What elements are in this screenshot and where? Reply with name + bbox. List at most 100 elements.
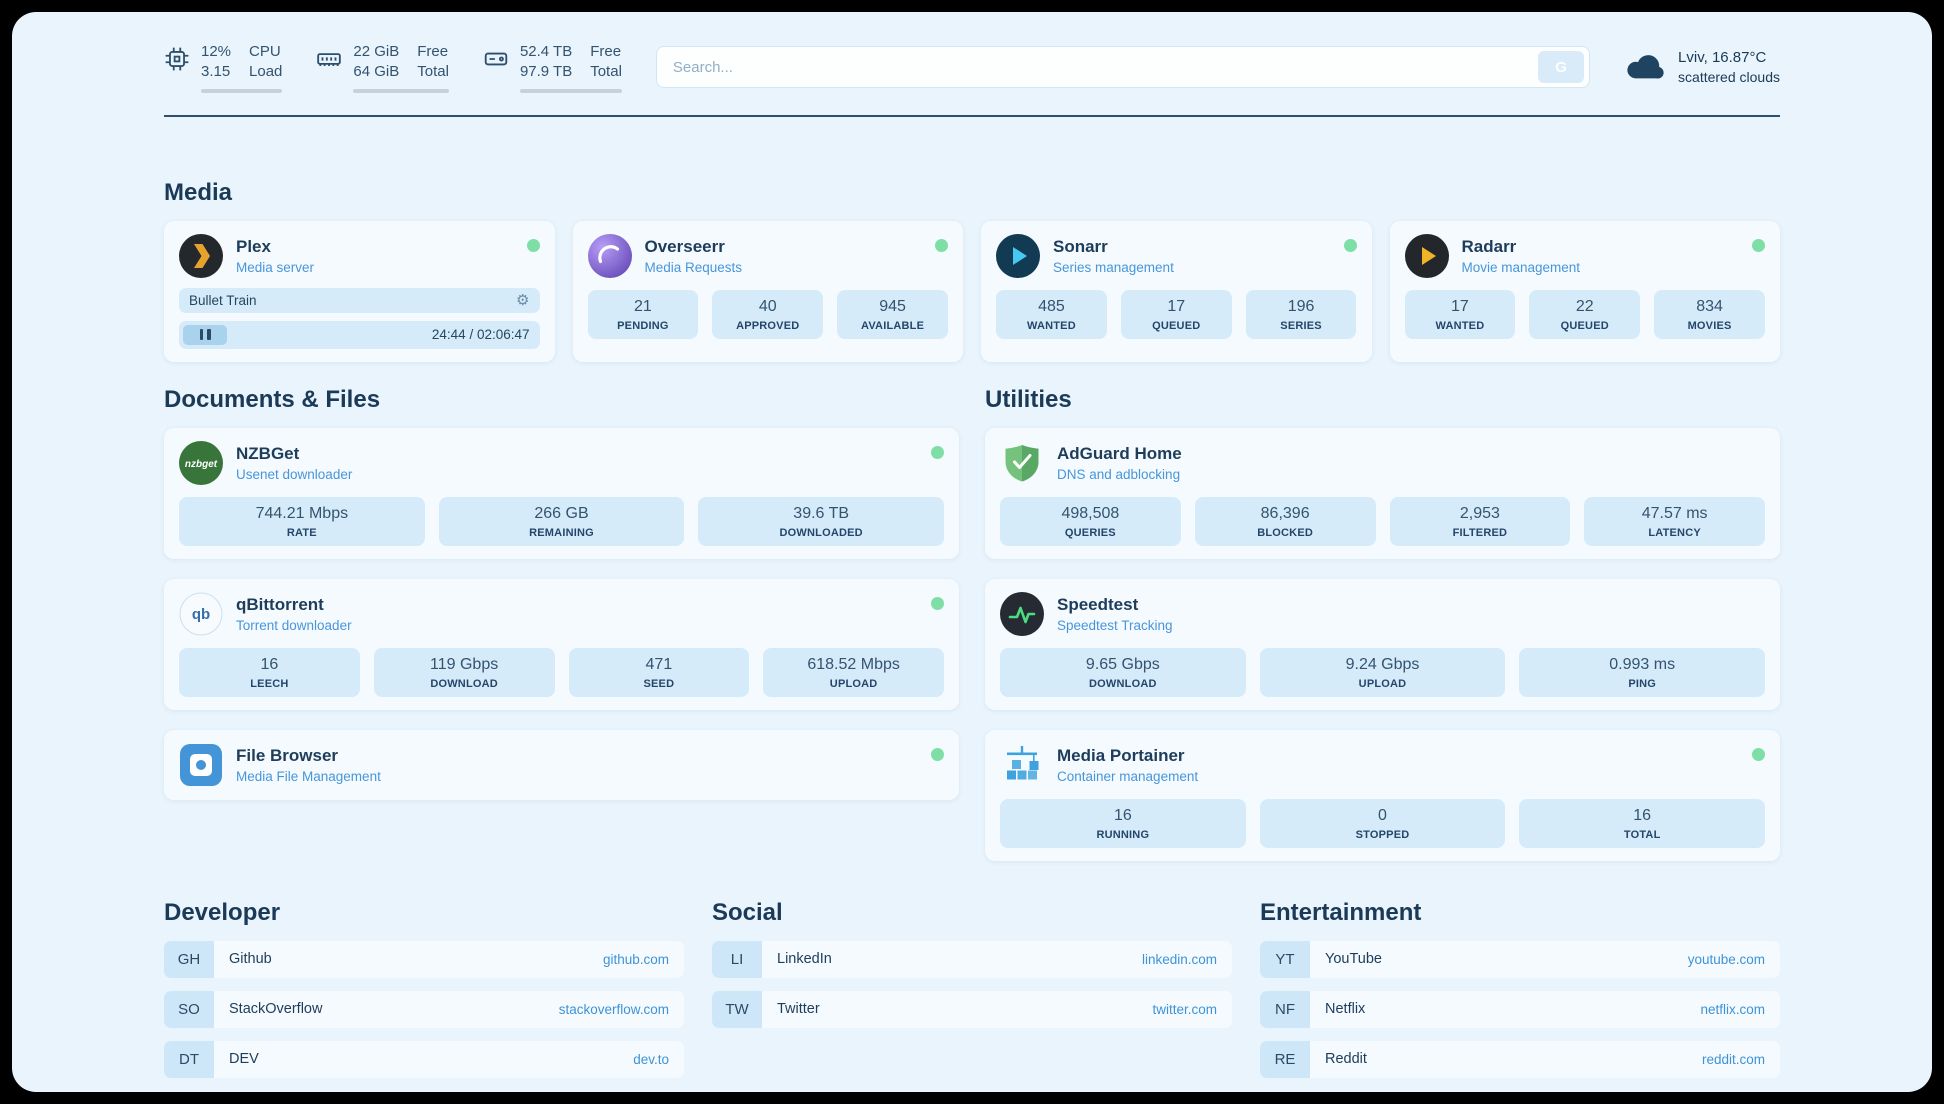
stat-box: 119 Gbps DOWNLOAD [373, 647, 555, 697]
stat-value: 471 [645, 655, 673, 673]
bookmark-name: DEV [229, 1051, 259, 1067]
stat-value: 2,953 [1459, 504, 1500, 522]
search-input[interactable] [672, 58, 1539, 76]
bookmark-abbr: GH [164, 940, 214, 978]
service-link-filebrowser[interactable]: File Browser Media File Management [179, 743, 944, 787]
status-dot [1752, 747, 1765, 761]
disk-progress-bar [519, 88, 622, 93]
pause-button[interactable] [183, 324, 227, 345]
service-name: qBittorrent [236, 594, 324, 614]
media-grid: Plex Media server Bullet Train ⚙ 24:44 /… [164, 220, 1780, 362]
bookmark-url: netflix.com [1700, 1001, 1765, 1017]
service-link-portainer[interactable]: Media Portainer Container management [1000, 743, 1765, 787]
radarr-icon [1404, 233, 1449, 278]
bookmark-url: github.com [602, 951, 669, 967]
stat-box: 17 WANTED [1404, 289, 1516, 339]
stat-label: UPLOAD [1358, 677, 1407, 690]
stat-box: 39.6 TB DOWNLOADED [698, 496, 945, 546]
stat-row: 16 RUNNING 0 STOPPED 16 TOTAL [1000, 798, 1766, 848]
service-link-radarr[interactable]: Radarr Movie management [1404, 233, 1765, 278]
service-link-qbittorrent[interactable]: qb qBittorrent Torrent downloader [179, 592, 944, 636]
filebrowser-icon [179, 743, 223, 787]
settings-gear-icon[interactable]: ⚙ [516, 291, 530, 309]
service-name: Plex [236, 236, 271, 256]
service-link-sonarr[interactable]: Sonarr Series management [996, 233, 1357, 278]
stat-box: 17 QUEUED [1120, 289, 1232, 339]
bookmark-youtube[interactable]: YT YouTube youtube.com [1260, 940, 1780, 978]
stat-value: 40 [758, 297, 777, 315]
bookmark-dev[interactable]: DT DEV dev.to [164, 1040, 684, 1078]
stat-label: DOWNLOAD [430, 677, 498, 690]
section-title-documents: Documents & Files [164, 385, 381, 413]
disk-label-2: Total [590, 63, 622, 81]
adguard-icon [1000, 441, 1044, 485]
bookmark-name: YouTube [1325, 951, 1382, 967]
bookmark-stackoverflow[interactable]: SO StackOverflow stackoverflow.com [164, 990, 684, 1028]
stat-label: PING [1628, 677, 1657, 690]
developer-column: Developer GH Github github.com SO StackO… [164, 899, 684, 1078]
stat-value: 0.993 ms [1609, 655, 1676, 673]
service-subtitle: Container management [1057, 768, 1199, 784]
service-subtitle: Media Requests [644, 259, 743, 275]
plex-icon [179, 233, 223, 278]
stat-value: 945 [879, 297, 906, 315]
disk-label-1: Free [590, 43, 622, 60]
stat-value: 266 GB [534, 504, 589, 522]
header-divider [164, 114, 1780, 117]
service-subtitle: Movie management [1461, 259, 1581, 275]
service-subtitle: Media server [236, 259, 315, 275]
documents-column: Documents & Files nzbget NZBGet Usenet d… [164, 386, 959, 861]
service-subtitle: DNS and adblocking [1057, 466, 1181, 482]
bookmark-reddit[interactable]: RE Reddit reddit.com [1260, 1040, 1780, 1078]
service-name: Overseerr [644, 236, 725, 256]
stat-value: 16 [1113, 806, 1132, 824]
bookmark-url: linkedin.com [1141, 951, 1217, 967]
service-link-plex[interactable]: Plex Media server [179, 233, 540, 278]
disk-widget: 52.4 TB Free 97.9 TB Total [483, 42, 622, 93]
playback-progress-bar[interactable]: 24:44 / 02:06:47 [179, 320, 540, 349]
stat-box: 86,396 BLOCKED [1194, 496, 1376, 546]
stat-label: RUNNING [1096, 828, 1150, 841]
stat-row: 485 WANTED 17 QUEUED 196 SERIES [996, 289, 1357, 339]
stat-label: APPROVED [736, 319, 800, 332]
service-link-adguard[interactable]: AdGuard Home DNS and adblocking [1000, 441, 1765, 485]
stat-label: PENDING [617, 319, 669, 332]
bookmark-url: dev.to [633, 1051, 669, 1067]
stat-box: 9.24 Gbps UPLOAD [1259, 647, 1506, 697]
bookmark-github[interactable]: GH Github github.com [164, 940, 684, 978]
stat-value: 119 Gbps [430, 655, 499, 673]
status-dot [931, 747, 944, 761]
cpu-usage-value: 12% [201, 43, 232, 60]
stat-label: QUEUED [1560, 319, 1609, 332]
weather-location: Lviv, 16.87°C [1678, 49, 1767, 67]
bookmark-name: Github [229, 951, 272, 967]
search-bar: G [655, 46, 1591, 89]
bookmark-netflix[interactable]: NF Netflix netflix.com [1260, 990, 1780, 1028]
service-name: Sonarr [1053, 236, 1108, 256]
cpu-label-2: Load [249, 63, 283, 81]
stat-label: DOWNLOAD [1089, 677, 1157, 690]
bookmark-url: stackoverflow.com [558, 1001, 669, 1017]
cpu-progress-bar [201, 88, 283, 93]
status-dot [526, 238, 540, 252]
service-subtitle: Media File Management [236, 768, 381, 784]
bookmark-name: StackOverflow [229, 1001, 323, 1017]
search-engine-button[interactable]: G [1538, 51, 1585, 84]
portainer-icon [1000, 743, 1044, 787]
service-link-speedtest[interactable]: Speedtest Speedtest Tracking [1000, 591, 1765, 636]
section-title-developer: Developer [164, 898, 281, 926]
stat-box: 945 AVAILABLE [837, 289, 948, 339]
bookmark-twitter[interactable]: TW Twitter twitter.com [712, 990, 1232, 1028]
section-title-utilities: Utilities [985, 385, 1072, 413]
stat-label: STOPPED [1355, 828, 1410, 841]
stat-box: 40 APPROVED [712, 289, 824, 339]
now-playing-title: Bullet Train [189, 292, 257, 308]
bookmark-linkedin[interactable]: LI LinkedIn linkedin.com [712, 940, 1232, 978]
service-link-overseerr[interactable]: Overseerr Media Requests [587, 233, 948, 278]
service-link-nzbget[interactable]: nzbget NZBGet Usenet downloader [179, 440, 944, 485]
service-card-nzbget: nzbget NZBGet Usenet downloader 744.21 M… [164, 427, 959, 559]
cpu-icon [165, 47, 189, 71]
stat-label: QUERIES [1064, 526, 1116, 539]
bookmark-name: LinkedIn [777, 951, 832, 967]
weather-widget: Lviv, 16.87°C scattered clouds [1624, 49, 1780, 85]
